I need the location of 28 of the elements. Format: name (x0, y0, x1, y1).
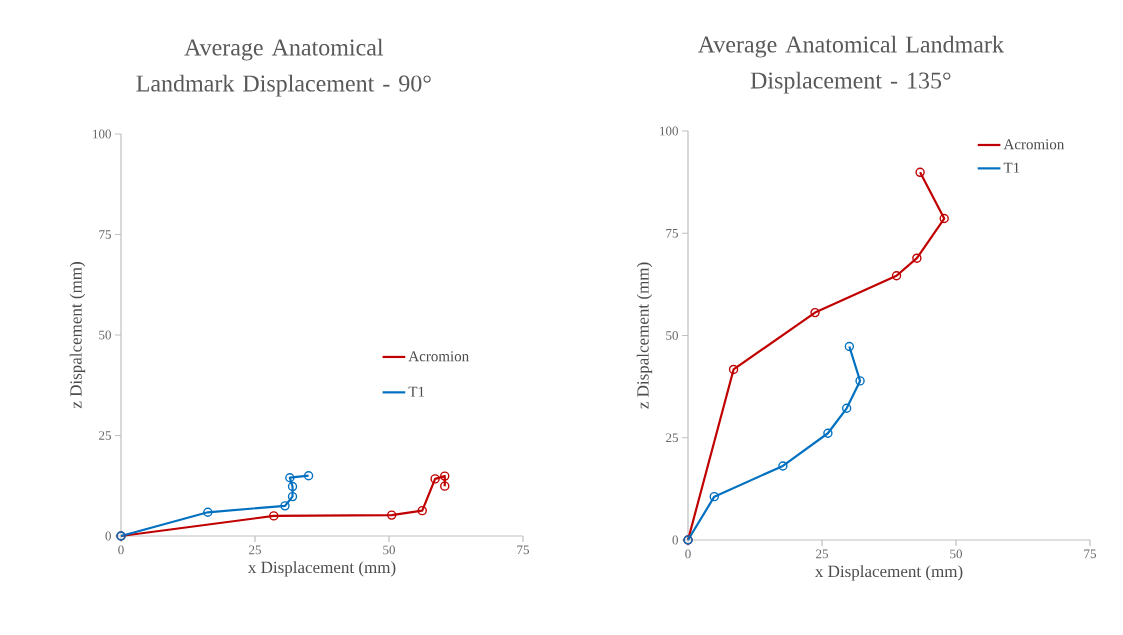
x-axis-title: x Displacement (mm) (248, 561, 396, 577)
y-tick-label: 75 (666, 228, 678, 238)
x-tick-label: 25 (816, 549, 829, 559)
y-tick-label: 50 (666, 331, 678, 340)
y-tick-label: 25 (99, 431, 111, 440)
x-tick-label: 0 (685, 549, 691, 559)
y-axis-title: z Dispalcement (mm) (69, 262, 86, 409)
y-tick-label: 25 (666, 433, 678, 443)
x-axis-title: x Displacement (mm) (815, 565, 963, 581)
y-tick-label: 0 (105, 531, 111, 541)
legend-label: T1 (408, 386, 425, 397)
y-tick-label: 75 (99, 230, 111, 239)
y-tick-label: 0 (672, 535, 678, 545)
legend-label: Acromion (408, 351, 469, 362)
x-tick-label: 0 (118, 545, 124, 555)
legend-label: Acromion (1003, 139, 1065, 150)
x-tick-label: 75 (517, 545, 530, 555)
x-tick-label: 75 (1084, 549, 1097, 559)
chart-title: Average Anatomical Landmark Displacement - 90° (136, 38, 431, 97)
x-tick-label: 50 (950, 549, 963, 559)
legend-label: T1 (1003, 162, 1020, 173)
x-tick-label: 50 (383, 545, 395, 555)
y-tick-label: 100 (660, 126, 678, 136)
y-tick-label: 50 (99, 330, 111, 340)
y-axis-title: z Dispalcement (mm) (636, 262, 653, 409)
x-tick-label: 25 (249, 545, 261, 555)
chart-title: Average Anatomical Landmark Displacement - 135° (698, 35, 1004, 94)
y-tick-label: 100 (93, 129, 111, 139)
